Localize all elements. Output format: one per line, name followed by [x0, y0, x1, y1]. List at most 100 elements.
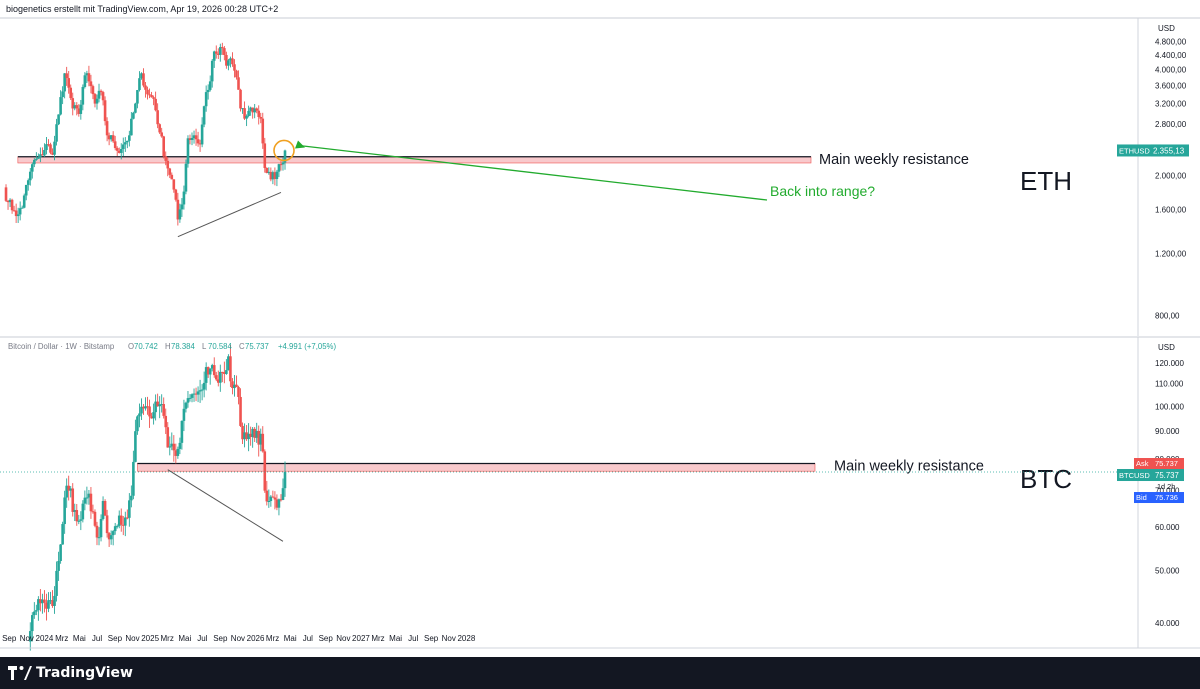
- eth-candle[interactable]: [26, 180, 30, 185]
- eth-candle[interactable]: [111, 135, 115, 142]
- btc-candle[interactable]: [81, 503, 85, 520]
- btc-candle[interactable]: [245, 432, 248, 440]
- btc-candle[interactable]: [49, 600, 52, 602]
- eth-candle[interactable]: [204, 92, 208, 107]
- eth-candle[interactable]: [75, 105, 79, 109]
- btc-candle[interactable]: [158, 404, 161, 407]
- btc-candle[interactable]: [45, 602, 48, 609]
- btc-candle[interactable]: [227, 356, 230, 371]
- eth-candle[interactable]: [281, 162, 285, 165]
- eth-candle[interactable]: [134, 103, 137, 113]
- eth-candle[interactable]: [160, 132, 163, 137]
- btc-candle[interactable]: [43, 599, 46, 603]
- btc-candle[interactable]: [83, 497, 87, 504]
- eth-candles[interactable]: [4, 42, 287, 226]
- eth-candle[interactable]: [4, 187, 8, 201]
- btc-candle[interactable]: [212, 365, 216, 376]
- btc-candle[interactable]: [210, 365, 214, 369]
- btc-candle[interactable]: [41, 599, 44, 604]
- btc-candle[interactable]: [53, 595, 56, 606]
- eth-candle[interactable]: [267, 171, 271, 174]
- btc-candle[interactable]: [184, 402, 188, 409]
- btc-candle[interactable]: [95, 525, 99, 538]
- time-axis[interactable]: Sep Nov 2024 Mrz Mai Jul Sep Nov 2025 Mrz Mai Jul Se…: [0, 634, 1200, 649]
- eth-candle[interactable]: [18, 208, 22, 215]
- eth-candle[interactable]: [53, 141, 56, 155]
- btc-candle[interactable]: [132, 461, 135, 496]
- btc-candle[interactable]: [134, 431, 137, 462]
- eth-candle[interactable]: [186, 138, 190, 164]
- btc-candle[interactable]: [188, 397, 192, 399]
- btc-candle[interactable]: [126, 517, 129, 519]
- eth-candle[interactable]: [164, 156, 168, 161]
- btc-candle[interactable]: [198, 390, 202, 392]
- btc-candle[interactable]: [235, 384, 238, 388]
- eth-candle[interactable]: [198, 143, 202, 145]
- btc-candle[interactable]: [69, 488, 73, 491]
- eth-candle[interactable]: [223, 48, 226, 55]
- btc-candle[interactable]: [105, 515, 109, 534]
- btc-candle[interactable]: [275, 499, 279, 508]
- btc-candle[interactable]: [255, 430, 258, 438]
- eth-candle[interactable]: [261, 118, 265, 144]
- eth-annotation-arrow[interactable]: [298, 144, 768, 201]
- eth-candle[interactable]: [101, 92, 105, 101]
- eth-candle[interactable]: [227, 60, 230, 66]
- eth-candle[interactable]: [51, 152, 54, 155]
- btc-candle[interactable]: [89, 493, 93, 512]
- btc-candle[interactable]: [231, 381, 234, 389]
- eth-candle[interactable]: [170, 174, 174, 180]
- eth-candle[interactable]: [67, 78, 70, 88]
- eth-last-price-tag[interactable]: [1151, 144, 1189, 157]
- eth-candle[interactable]: [210, 60, 214, 82]
- eth-candle[interactable]: [239, 89, 242, 109]
- btc-candle[interactable]: [162, 404, 166, 416]
- eth-candle[interactable]: [142, 73, 145, 86]
- btc-candle[interactable]: [71, 488, 75, 512]
- eth-candle[interactable]: [117, 150, 121, 153]
- btc-candle[interactable]: [111, 531, 115, 536]
- btc-candle[interactable]: [121, 524, 125, 526]
- eth-candle[interactable]: [243, 108, 246, 119]
- btc-candle[interactable]: [119, 515, 123, 525]
- eth-candle[interactable]: [265, 167, 269, 174]
- btc-candle[interactable]: [196, 391, 200, 395]
- btc-candle[interactable]: [277, 499, 281, 508]
- eth-candle[interactable]: [16, 214, 20, 217]
- eth-support-trendline[interactable]: [177, 191, 282, 238]
- eth-candle[interactable]: [255, 108, 258, 111]
- eth-candle[interactable]: [277, 164, 281, 172]
- btc-candle[interactable]: [281, 488, 285, 500]
- eth-candle[interactable]: [6, 200, 10, 203]
- btc-candle[interactable]: [257, 430, 261, 445]
- btc-candle[interactable]: [154, 401, 157, 413]
- btc-candle[interactable]: [168, 446, 172, 448]
- btc-candles[interactable]: [28, 344, 287, 651]
- eth-candle[interactable]: [221, 47, 224, 49]
- eth-candle[interactable]: [136, 90, 139, 104]
- btc-candle[interactable]: [117, 515, 121, 526]
- btc-candle[interactable]: [160, 404, 163, 406]
- eth-candle[interactable]: [251, 107, 254, 113]
- eth-candle[interactable]: [273, 172, 277, 180]
- eth-candle[interactable]: [79, 104, 83, 114]
- eth-candle[interactable]: [33, 159, 36, 165]
- eth-candle[interactable]: [69, 87, 73, 99]
- eth-candle[interactable]: [39, 154, 42, 158]
- eth-highlight-circle[interactable]: [273, 139, 295, 162]
- btc-candle[interactable]: [65, 485, 68, 498]
- btc-candle[interactable]: [174, 450, 178, 456]
- eth-pane[interactable]: 800,001.200,001.600,002.000,002.400,002.…: [0, 17, 1200, 336]
- btc-candle[interactable]: [241, 425, 244, 440]
- eth-candle[interactable]: [283, 150, 287, 163]
- btc-candle[interactable]: [221, 371, 224, 373]
- eth-candle[interactable]: [59, 97, 62, 115]
- btc-candle[interactable]: [229, 356, 232, 382]
- eth-candle[interactable]: [229, 58, 232, 61]
- eth-currency-label[interactable]: USD: [1158, 24, 1175, 33]
- btc-candle[interactable]: [156, 401, 159, 407]
- btc-candle[interactable]: [136, 416, 139, 432]
- btc-candle[interactable]: [178, 442, 182, 449]
- btc-candle[interactable]: [31, 615, 34, 632]
- btc-candle[interactable]: [39, 599, 42, 604]
